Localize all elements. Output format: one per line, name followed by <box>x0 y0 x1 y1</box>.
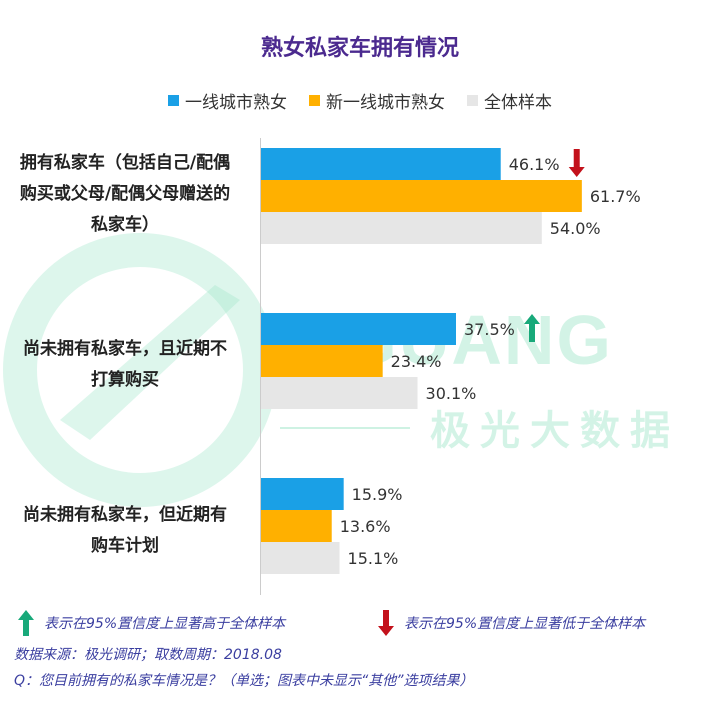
down-arrow-icon <box>568 149 585 177</box>
value-label-c0-s0: 46.1% <box>509 155 560 174</box>
value-label-c0-s1: 61.7% <box>590 187 641 206</box>
value-label-c1-s2: 30.1% <box>426 384 477 403</box>
bar-c1-s0 <box>261 313 456 345</box>
bar-c1-s2 <box>261 377 418 409</box>
value-label-c1-s0: 37.5% <box>464 320 515 339</box>
legend-item-series2: 新一线城市熟女 <box>309 88 445 113</box>
note-down-text: 表示在95%置信度上显著低于全体样本 <box>404 616 646 632</box>
bar-c2-s2 <box>261 542 340 574</box>
legend-swatch-series1 <box>168 95 179 106</box>
legend: 一线城市熟女 新一线城市熟女 全体样本 <box>0 88 720 113</box>
legend-label: 新一线城市熟女 <box>326 93 445 113</box>
legend-item-series3: 全体样本 <box>467 88 552 113</box>
chart-title: 熟女私家车拥有情况 <box>260 36 459 61</box>
category-label-line: 购买或父母/配偶父母赠送的 <box>19 184 231 204</box>
value-label-c2-s1: 13.6% <box>340 517 391 536</box>
category-label-1: 尚未拥有私家车，且近期不 打算购买 <box>0 334 250 396</box>
category-axis <box>260 138 261 595</box>
data-source: 数据来源：极光调研；取数周期：2018.08 <box>14 647 282 663</box>
category-label-2: 尚未拥有私家车，但近期有 购车计划 <box>0 500 250 562</box>
bar-c0-s1 <box>261 180 582 212</box>
note-down: 表示在95%置信度上显著低于全体样本 <box>378 610 645 636</box>
value-label-c2-s2: 15.1% <box>348 549 399 568</box>
legend-swatch-series2 <box>309 95 320 106</box>
legend-item-series1: 一线城市熟女 <box>168 88 287 113</box>
up-arrow-icon <box>18 610 34 636</box>
up-arrow-icon <box>524 314 540 342</box>
bar-c0-s0 <box>261 148 501 180</box>
legend-label: 一线城市熟女 <box>185 93 287 113</box>
category-label-0: 拥有私家车（包括自己/配偶 购买或父母/配偶父母赠送的 私家车） <box>0 148 250 241</box>
category-label-line: 购车计划 <box>91 536 159 556</box>
category-label-line: 拥有私家车（包括自己/配偶 <box>19 153 231 173</box>
category-label-line: 尚未拥有私家车，且近期不 <box>23 339 227 359</box>
category-label-line: 打算购买 <box>91 370 159 390</box>
legend-label: 全体样本 <box>484 93 552 113</box>
value-label-c1-s1: 23.4% <box>391 352 442 371</box>
note-up-text: 表示在95%置信度上显著高于全体样本 <box>44 616 286 632</box>
bar-c2-s1 <box>261 510 332 542</box>
category-label-line: 私家车） <box>91 215 159 235</box>
note-up: 表示在95%置信度上显著高于全体样本 <box>18 610 285 636</box>
down-arrow-icon <box>378 610 394 636</box>
bar-c2-s0 <box>261 478 344 510</box>
bar-c0-s2 <box>261 212 542 244</box>
value-label-c0-s2: 54.0% <box>550 219 601 238</box>
bar-c1-s1 <box>261 345 383 377</box>
value-label-c2-s0: 15.9% <box>352 485 403 504</box>
category-label-line: 尚未拥有私家车，但近期有 <box>23 505 227 525</box>
legend-swatch-series3 <box>467 95 478 106</box>
question-note: Q：您目前拥有的私家车情况是？（单选；图表中未显示“其他”选项结果） <box>14 673 474 689</box>
